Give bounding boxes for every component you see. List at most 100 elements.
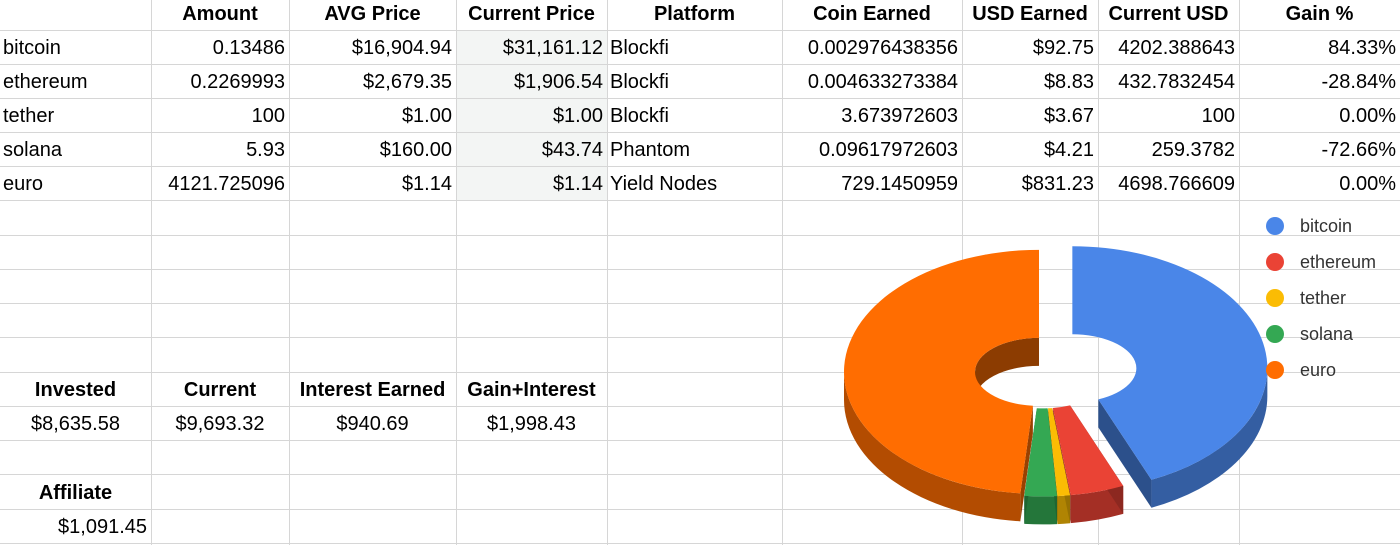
platform-cell[interactable]: Phantom (610, 139, 691, 161)
pie-wall-euro[interactable] (844, 371, 1021, 522)
grid-col-line (151, 0, 152, 545)
coin-earned-cell[interactable]: 0.002976438356 (807, 37, 958, 59)
gain-percent-cell[interactable]: 0.00% (1339, 105, 1396, 127)
avg-price-cell[interactable]: $160.00 (379, 139, 452, 161)
gain-percent-cell[interactable]: -28.84% (1321, 71, 1397, 93)
legend-swatch (1266, 289, 1284, 307)
pie-wall-bitcoin[interactable] (1151, 368, 1268, 508)
gain-percent-cell[interactable]: 84.33% (1328, 37, 1396, 59)
pie-slice-euro[interactable] (844, 249, 1040, 494)
asset-name-cell[interactable]: bitcoin (3, 37, 61, 59)
amount-cell[interactable]: 5.93 (246, 139, 285, 161)
coin-earned-cell[interactable]: 0.09617972603 (818, 139, 958, 161)
pie-cut-face-euro[interactable] (1020, 405, 1033, 522)
grid-row-line (0, 166, 1400, 167)
grid-row-line (0, 235, 1400, 236)
pie-slice-ethereum[interactable] (1052, 405, 1124, 496)
grid-row-line (0, 200, 1400, 201)
summary-label-invested[interactable]: Invested (34, 379, 117, 401)
grid-row-line (0, 372, 1400, 373)
pie-wall-ethereum[interactable] (1070, 485, 1124, 524)
summary-label-gain-interest[interactable]: Gain+Interest (467, 379, 596, 401)
avg-price-cell[interactable]: $1.00 (401, 105, 452, 127)
current-usd-cell[interactable]: 100 (1201, 105, 1235, 127)
asset-name-cell[interactable]: tether (3, 105, 55, 127)
coin-earned-cell[interactable]: 3.673972603 (841, 105, 958, 127)
grid-col-line (782, 0, 783, 545)
amount-cell[interactable]: 100 (251, 105, 285, 127)
legend-label: ethereum (1300, 252, 1377, 272)
current-price-cell[interactable]: $31,161.12 (502, 37, 603, 59)
header-cell[interactable]: Amount (182, 3, 258, 25)
usd-earned-cell[interactable]: $831.23 (1021, 173, 1094, 195)
current-usd-cell[interactable]: 4202.388643 (1118, 37, 1235, 59)
summary-label-interest-earned[interactable]: Interest Earned (299, 379, 446, 401)
usd-earned-cell[interactable]: $92.75 (1032, 37, 1094, 59)
current-usd-cell[interactable]: 432.7832454 (1118, 71, 1235, 93)
pie-slice-bitcoin[interactable] (1072, 246, 1268, 480)
current-price-cell[interactable]: $1.00 (552, 105, 603, 127)
header-cell[interactable]: Current Price (468, 3, 595, 25)
usd-earned-cell[interactable]: $8.83 (1043, 71, 1094, 93)
affiliate-value[interactable]: $1,091.45 (58, 516, 147, 538)
current-usd-cell[interactable]: 4698.766609 (1118, 173, 1235, 195)
summary-label-current[interactable]: Current (183, 379, 257, 401)
avg-price-cell[interactable]: $2,679.35 (363, 71, 452, 93)
grid-row-line (0, 406, 1400, 407)
grid-row-line (0, 440, 1400, 441)
coin-earned-cell[interactable]: 729.1450959 (841, 173, 958, 195)
grid-col-line (456, 0, 457, 545)
platform-cell[interactable]: Blockfi (610, 105, 669, 127)
pie-cut-face-bitcoin[interactable] (1098, 399, 1152, 508)
pie-slice-tether[interactable] (1048, 408, 1071, 497)
amount-cell[interactable]: 4121.725096 (168, 173, 285, 195)
summary-value-current[interactable]: $9,693.32 (175, 413, 265, 435)
platform-cell[interactable]: Blockfi (610, 71, 669, 93)
header-cell[interactable]: USD Earned (972, 3, 1088, 25)
current-usd-cell[interactable]: 259.3782 (1151, 139, 1235, 161)
grid-col-line (1239, 0, 1240, 545)
gain-percent-cell[interactable]: 0.00% (1339, 173, 1396, 195)
platform-cell[interactable]: Yield Nodes (610, 173, 718, 195)
legend-swatch (1266, 253, 1284, 271)
grid-row-line (0, 64, 1400, 65)
avg-price-cell[interactable]: $16,904.94 (351, 37, 452, 59)
pie-slice-solana[interactable] (1024, 408, 1058, 497)
grid-row-line (0, 132, 1400, 133)
usd-earned-cell[interactable]: $3.67 (1043, 105, 1094, 127)
current-price-cell[interactable]: $1,906.54 (514, 71, 603, 93)
gain-percent-cell[interactable]: -72.66% (1321, 139, 1397, 161)
header-cell[interactable]: Gain % (1285, 3, 1354, 25)
avg-price-cell[interactable]: $1.14 (401, 173, 452, 195)
grid-row-line (0, 98, 1400, 99)
affiliate-label[interactable]: Affiliate (38, 482, 113, 504)
platform-cell[interactable]: Blockfi (610, 37, 669, 59)
legend-label: bitcoin (1300, 216, 1353, 236)
legend-swatch (1266, 217, 1284, 235)
asset-name-cell[interactable]: euro (3, 173, 44, 195)
header-cell[interactable]: AVG Price (324, 3, 421, 25)
amount-cell[interactable]: 0.2269993 (190, 71, 285, 93)
grid-row-line (0, 474, 1400, 475)
legend-label: solana (1300, 324, 1354, 344)
current-price-cell[interactable]: $43.74 (541, 139, 603, 161)
header-cell[interactable]: Coin Earned (813, 3, 931, 25)
usd-earned-cell[interactable]: $4.21 (1043, 139, 1094, 161)
asset-name-cell[interactable]: ethereum (3, 71, 88, 93)
coin-earned-cell[interactable]: 0.004633273384 (807, 71, 958, 93)
header-cell[interactable]: Current USD (1108, 3, 1229, 25)
summary-value-invested[interactable]: $8,635.58 (31, 413, 120, 435)
header-cell[interactable]: Platform (653, 3, 736, 25)
amount-cell[interactable]: 0.13486 (212, 37, 285, 59)
current-price-column-shade (457, 31, 607, 201)
summary-value-interest-earned[interactable]: $940.69 (336, 413, 409, 435)
grid-row-line (0, 543, 1400, 544)
pie-wall-solana[interactable] (1024, 495, 1058, 525)
grid-col-line (607, 0, 608, 545)
pie-inner-wall-euro[interactable] (975, 337, 1040, 400)
summary-value-gain-interest[interactable]: $1,998.43 (487, 413, 576, 435)
current-price-cell[interactable]: $1.14 (552, 173, 603, 195)
grid-row-line (0, 30, 1400, 31)
asset-name-cell[interactable]: solana (3, 139, 62, 161)
